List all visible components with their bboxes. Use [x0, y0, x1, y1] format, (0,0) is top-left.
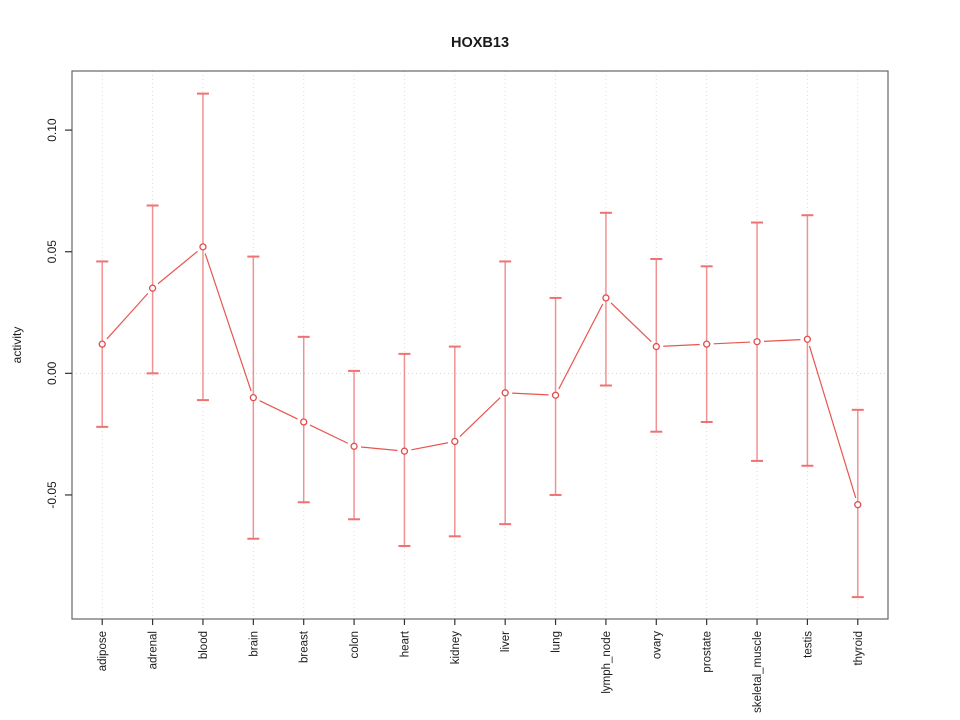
data-point [551, 391, 560, 399]
x-tick-label: thyroid [853, 631, 865, 666]
series-line-segment [157, 250, 198, 285]
series-line-segment [259, 400, 298, 420]
x-tick-label: lymph_node [601, 631, 613, 694]
y-tick-label: -0.05 [45, 481, 59, 509]
x-tick-label: adrenal [148, 631, 160, 669]
chart-title: HOXB13 [451, 35, 509, 51]
data-point [652, 342, 660, 351]
data-point [602, 294, 610, 302]
x-tick-label: colon [349, 631, 361, 659]
x-tick-label: kidney [450, 631, 462, 664]
data-point [753, 338, 761, 346]
data-point [98, 340, 106, 348]
series-line-segment [512, 392, 549, 396]
x-tick-label: adipose [97, 631, 109, 671]
data-point [350, 442, 358, 450]
series-line-segment [763, 339, 801, 342]
y-tick-label: 0.10 [45, 118, 59, 142]
series-line-segment [663, 343, 700, 347]
data-point [148, 284, 157, 292]
plot-frame [71, 70, 889, 620]
x-tick-label: breast [299, 630, 311, 663]
series-line-segment [204, 253, 252, 392]
data-point [249, 394, 257, 402]
series-line-segment [610, 302, 652, 343]
x-tick-label: brain [248, 631, 260, 657]
data-point [400, 447, 409, 455]
data-point [501, 389, 509, 397]
x-tick-label: prostate [702, 631, 714, 673]
x-tick-label: ovary [651, 631, 663, 659]
data-point [199, 243, 207, 251]
data-point [854, 501, 862, 509]
x-tick-label: skeletal_muscle [752, 631, 764, 713]
series-line-segment [459, 397, 501, 438]
data-point [703, 340, 711, 348]
y-tick-label: 0.05 [45, 240, 59, 264]
series-line-segment [106, 293, 149, 340]
x-tick-label: blood [198, 631, 210, 659]
series-line-segment [713, 341, 751, 345]
data-point [803, 335, 812, 343]
data-point [300, 418, 308, 426]
series-line-segment [411, 442, 449, 451]
x-tick-label: testis [802, 631, 814, 658]
series-line-segment [309, 424, 349, 444]
x-tick-label: heart [399, 630, 411, 657]
series-line-segment [808, 345, 857, 499]
y-tick-label: 0.00 [45, 361, 59, 385]
data-point [451, 437, 459, 446]
y-axis-label: activity [10, 327, 24, 364]
series-line-segment [558, 303, 604, 390]
series-line-segment [360, 446, 398, 452]
x-tick-label: liver [500, 631, 512, 652]
x-tick-label: lung [551, 631, 563, 653]
